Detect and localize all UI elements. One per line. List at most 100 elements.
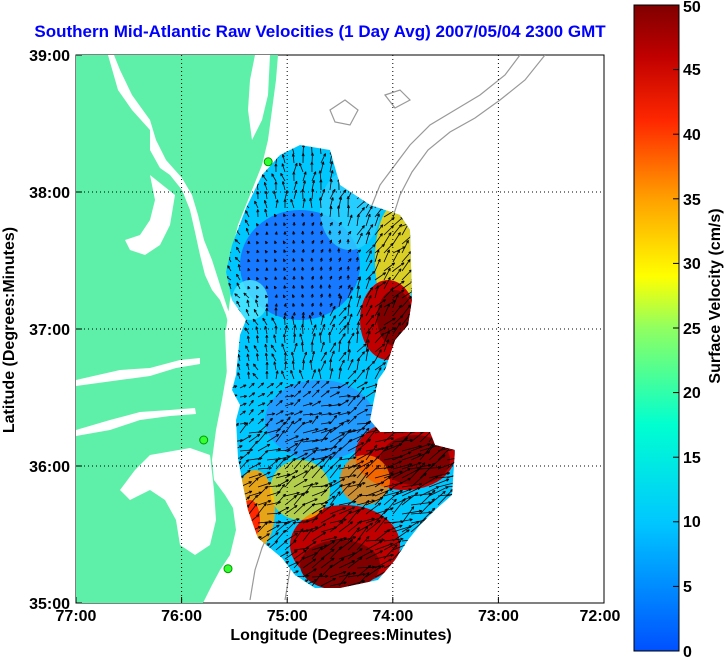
velocity-vector (437, 481, 455, 488)
velocity-vector (365, 213, 371, 227)
velocity-vector (383, 300, 396, 308)
y-tick-label: 36:00 (29, 459, 70, 476)
velocity-vector (347, 482, 366, 488)
velocity-vector (293, 410, 303, 416)
velocity-vector (293, 470, 308, 479)
velocity-vector (320, 161, 324, 173)
velocity-vector (281, 370, 286, 380)
velocity-vector (236, 300, 241, 308)
velocity-vector-head (310, 341, 313, 345)
velocity-vector-head (294, 162, 298, 166)
velocity-vector-head (247, 240, 250, 245)
velocity-vector (293, 380, 301, 389)
velocity-vector-head (343, 537, 347, 539)
velocity-vector (311, 485, 329, 488)
velocity-vector (356, 522, 373, 533)
velocity-vector (392, 468, 411, 479)
velocity-vector (293, 333, 296, 344)
velocity-vector (292, 153, 295, 164)
velocity-vector-head (264, 190, 267, 195)
velocity-vector-head (322, 188, 325, 192)
velocity-vector-head (279, 400, 283, 402)
velocity-vector-head (281, 429, 285, 433)
velocity-vector (283, 334, 286, 344)
velocity-vector-head (366, 427, 370, 430)
velocity-vector (265, 190, 268, 200)
velocity-vector (284, 451, 298, 461)
velocity-vector (338, 325, 347, 335)
velocity-vector-head (349, 214, 353, 218)
velocity-vector-head (301, 230, 303, 235)
velocity-vector-head (340, 521, 344, 523)
velocity-vector-head (301, 239, 303, 244)
velocity-vector (275, 522, 288, 533)
velocity-vector-head (281, 484, 285, 487)
velocity-vector (365, 447, 385, 452)
velocity-vector-head (365, 472, 368, 475)
velocity-vector (356, 396, 366, 407)
velocity-vector-head (381, 564, 385, 567)
velocity-vector-head (334, 536, 338, 538)
velocity-vector-head (302, 503, 306, 505)
velocity-vector (401, 453, 422, 461)
velocity-vector-head (311, 188, 314, 192)
velocity-vector (311, 333, 316, 344)
velocity-vector-head (367, 564, 371, 567)
velocity-vector-head (310, 230, 313, 234)
velocity-vector-head (381, 243, 385, 246)
velocity-vector-head (390, 465, 394, 468)
velocity-vector (392, 315, 404, 326)
velocity-vector (320, 557, 335, 569)
velocity-vector-head (290, 412, 294, 414)
velocity-vector (284, 384, 294, 389)
velocity-vector (392, 216, 404, 227)
velocity-vector-head (246, 250, 249, 254)
chesapeake-bay (108, 55, 238, 345)
velocity-vector-head (347, 284, 351, 288)
velocity-vector (365, 519, 381, 533)
velocity-vector-head (359, 232, 363, 236)
velocity-vector (284, 475, 296, 488)
velocity-vector (237, 354, 241, 362)
velocity-vector-head (339, 484, 343, 486)
velocity-vector-head (292, 267, 295, 271)
velocity-vector (311, 428, 328, 434)
velocity-vector-head (319, 302, 322, 306)
velocity-vector-head (406, 529, 410, 531)
velocity-vector (266, 413, 275, 416)
velocity-vector-head (418, 509, 422, 512)
velocity-vector-head (319, 212, 323, 216)
velocity-vector-head (309, 412, 313, 415)
velocity-vector-head (431, 462, 435, 465)
velocity-vector-head (264, 344, 266, 348)
velocity-vector (356, 213, 360, 227)
velocity-vector-head (338, 221, 342, 225)
velocity-vector-head (301, 153, 304, 157)
velocity-vector-head (240, 456, 244, 458)
velocity-vector-head (301, 421, 305, 424)
velocity-vector (374, 312, 380, 326)
velocity-vector (383, 538, 404, 542)
velocity-vector-head (297, 398, 301, 401)
velocity-vector-head (298, 418, 302, 420)
velocity-vector-head (338, 239, 341, 243)
velocity-vector (275, 529, 286, 542)
velocity-vector (293, 163, 298, 173)
velocity-vector-head (328, 331, 330, 336)
velocity-vector-head (259, 430, 263, 432)
velocity-vector-head (330, 368, 333, 372)
velocity-vector (356, 428, 370, 443)
velocity-vector-head (268, 520, 272, 522)
velocity-vector (284, 443, 299, 452)
velocity-vector (410, 473, 427, 488)
velocity-vector (293, 343, 298, 353)
velocity-vector (446, 483, 455, 488)
velocity-vector (374, 285, 379, 299)
velocity-vector (374, 272, 386, 281)
velocity-vector-head (234, 239, 237, 243)
velocity-vector-head (353, 370, 357, 373)
velocity-vector-head (324, 447, 329, 450)
velocity-vector (419, 490, 436, 506)
velocity-vector-head (250, 399, 254, 403)
velocity-vector (311, 557, 325, 569)
